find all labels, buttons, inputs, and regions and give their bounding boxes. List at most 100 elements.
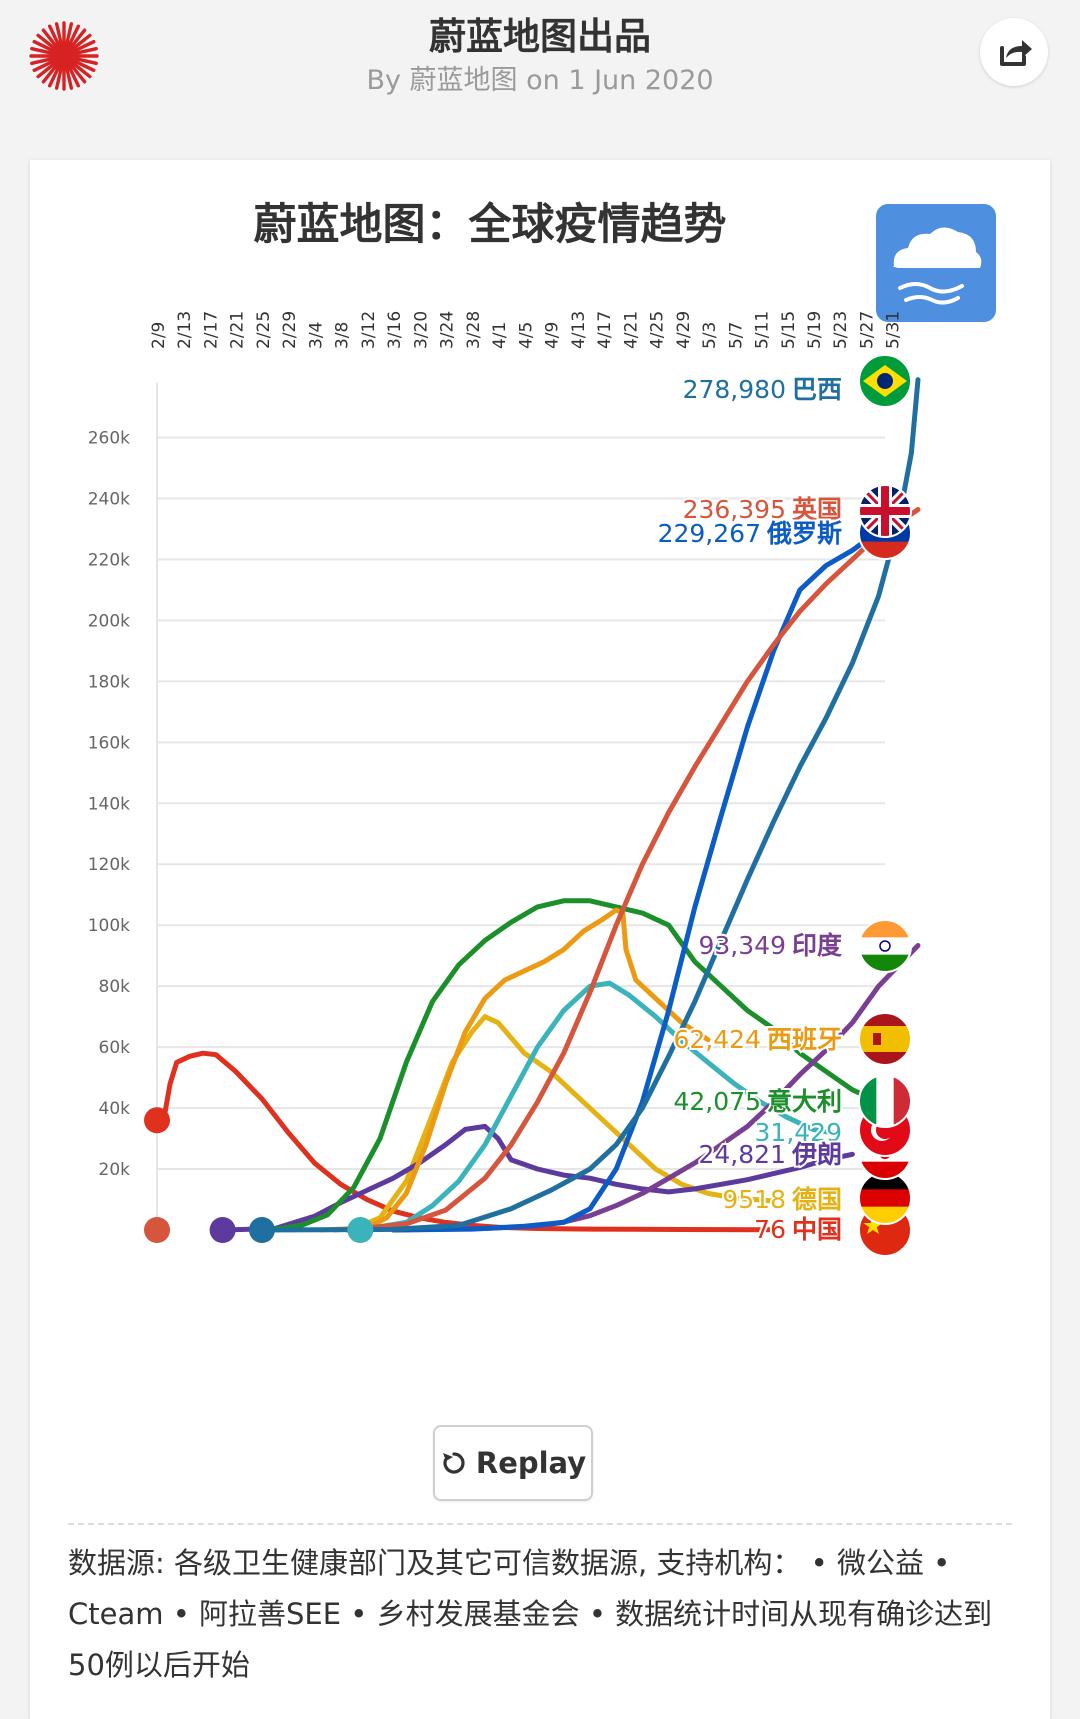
y-tick-label: 120k [88, 855, 130, 875]
series-line-uk [344, 507, 921, 1233]
x-tick-label: 2/17 [201, 311, 221, 349]
x-tick-label: 3/4 [306, 322, 326, 349]
country-name-spain: 西班牙 [767, 1025, 842, 1054]
x-tick-label: 5/11 [753, 311, 773, 349]
end-value-china: 76 [754, 1215, 786, 1244]
start-dot-brazil [248, 1217, 275, 1243]
x-tick-label: 3/20 [411, 311, 431, 349]
flag-india-icon [858, 919, 912, 973]
start-dot-iran [209, 1217, 236, 1243]
sunburst-logo-icon [29, 21, 99, 91]
y-tick-label: 20k [99, 1160, 131, 1180]
series-line-turkey [357, 980, 842, 1233]
y-tick-label: 40k [99, 1099, 131, 1119]
x-tick-label: 4/1 [490, 322, 510, 349]
replay-icon [442, 1452, 465, 1474]
x-tick-label: 5/19 [805, 311, 825, 349]
country-name-china: 中国 [792, 1215, 842, 1244]
y-tick-label: 100k [88, 916, 130, 936]
x-tick-label: 5/7 [726, 322, 746, 349]
end-value-germany: 9518 [722, 1185, 786, 1214]
header-byline: By 蔚蓝地图 on 1 Jun 2020 [366, 65, 714, 96]
x-tick-label: 4/9 [543, 322, 563, 349]
end-value-india: 93,349 [699, 931, 786, 960]
flag-uk-icon [858, 484, 912, 538]
x-tick-label: 2/25 [254, 311, 274, 349]
country-name-germany: 德国 [792, 1185, 842, 1214]
end-label-iran: 24,821 伊朗 [699, 1140, 843, 1169]
replay-label: Replay [475, 1446, 587, 1480]
y-tick-label: 220k [88, 550, 130, 570]
end-label-china: 76 中国 [754, 1215, 842, 1244]
end-value-russia: 229,267 [658, 519, 761, 548]
end-value-iran: 24,821 [699, 1140, 786, 1169]
end-label-brazil: 278,980 巴西 [683, 375, 842, 404]
x-tick-label: 3/8 [333, 322, 353, 349]
x-tick-label: 3/12 [359, 311, 379, 349]
start-dot-uk [144, 1217, 170, 1243]
page-header: 蔚蓝地图出品 By 蔚蓝地图 on 1 Jun 2020 [0, 0, 1080, 150]
series-line-germany [318, 1014, 777, 1233]
series-line-italy [266, 898, 882, 1233]
series-line-iran [220, 1123, 855, 1233]
start-dot-china [144, 1107, 170, 1134]
country-name-brazil: 巴西 [792, 375, 842, 404]
series-line-china [154, 1050, 777, 1233]
x-tick-label: 5/31 [884, 311, 904, 349]
end-value-uk: 236,395 [683, 495, 786, 524]
y-tick-label: 180k [88, 672, 130, 692]
x-tick-label: 4/25 [648, 311, 668, 349]
end-label-india: 93,349 印度 [699, 931, 843, 960]
chart-card: 蔚蓝地图：全球疫情趋势 2/9 2/13 2/17 2/21 2/25 2/29 3/4 3/… [30, 160, 1050, 1719]
x-tick-label: 4/17 [595, 311, 615, 349]
trend-chart: 2/9 2/13 2/17 2/21 2/25 2/29 3/4 3/8 3/12 3/16 3/2… [88, 311, 921, 1257]
x-tick-label: 2/21 [228, 311, 248, 349]
y-tick-label: 160k [88, 733, 130, 753]
country-name-russia: 俄罗斯 [766, 519, 842, 548]
end-label-uk: 236,395 英国 [683, 495, 842, 524]
chart-title: 蔚蓝地图：全球疫情趋势 [253, 200, 727, 250]
x-tick-label: 4/5 [516, 322, 536, 349]
series-line-brazil [259, 377, 921, 1233]
y-tick-label: 80k [99, 977, 131, 997]
series-line-spain [331, 907, 711, 1233]
y-tick-label: 60k [99, 1038, 131, 1058]
x-tick-label: 3/24 [438, 311, 458, 349]
end-label-germany: 9518 德国 [722, 1185, 842, 1214]
end-label-turkey: 31,429 [755, 1118, 842, 1147]
x-tick-label: 5/3 [700, 322, 720, 349]
replay-button[interactable]: Replay [433, 1425, 593, 1501]
header-title: 蔚蓝地图出品 [429, 15, 651, 58]
country-name-iran: 伊朗 [791, 1140, 842, 1169]
y-tick-label: 240k [88, 489, 130, 509]
start-dot-turkey [347, 1217, 374, 1243]
end-value-italy: 42,075 [674, 1087, 761, 1116]
x-tick-label: 2/29 [280, 311, 300, 349]
y-tick-label: 140k [88, 794, 130, 814]
x-tick-label: 3/16 [385, 311, 405, 349]
source-note: 数据源: 各级卫生健康部门及其它可信数据源, 支持机构： • 微公益 • Cte… [68, 1546, 993, 1682]
end-label-italy: 42,075 意大利 [674, 1087, 843, 1116]
flag-spain-icon [858, 1012, 912, 1066]
end-value-brazil: 278,980 [683, 375, 786, 404]
country-name-india: 印度 [792, 931, 842, 960]
x-tick-label: 5/23 [831, 311, 851, 349]
x-tick-label: 5/27 [857, 311, 877, 349]
x-tick-label: 4/21 [621, 311, 641, 349]
x-tick-label: 2/9 [149, 322, 169, 349]
end-label-russia: 229,267 俄罗斯 [658, 519, 842, 548]
x-tick-label: 5/15 [779, 311, 799, 349]
share-icon [1000, 40, 1032, 66]
flag-brazil-icon [858, 354, 912, 408]
x-tick-label: 2/13 [175, 311, 195, 349]
x-tick-label: 4/29 [674, 311, 694, 349]
y-tick-label: 260k [88, 429, 130, 449]
flag-italy-icon [858, 1074, 912, 1128]
share-button[interactable] [980, 18, 1048, 86]
series-line-russia [390, 528, 882, 1233]
end-value-turkey: 31,429 [755, 1118, 842, 1147]
country-name-italy: 意大利 [767, 1087, 842, 1116]
x-tick-label: 4/13 [569, 311, 589, 349]
x-tick-label: 3/28 [464, 311, 484, 349]
divider [68, 1523, 1012, 1525]
